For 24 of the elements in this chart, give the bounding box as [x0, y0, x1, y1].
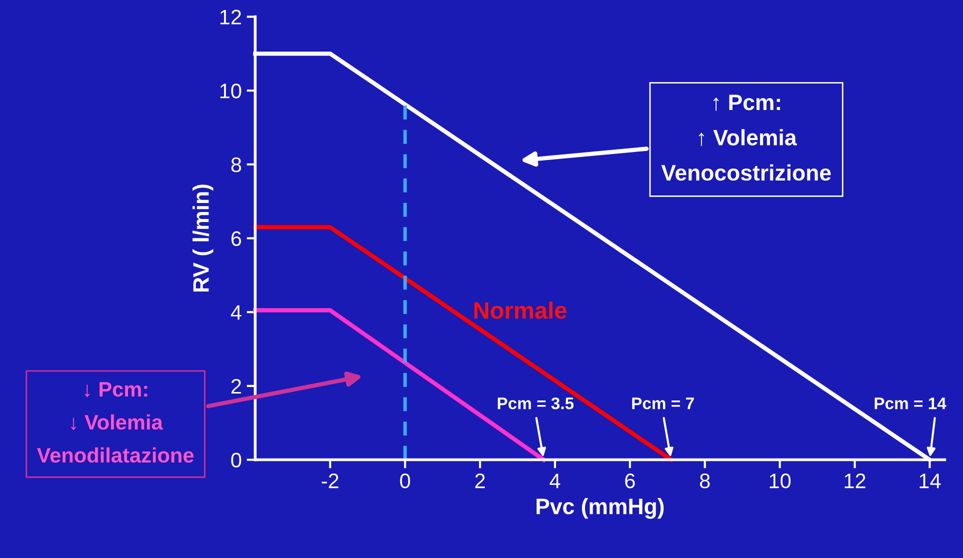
annotation: Pcm = 7: [632, 398, 694, 410]
x-tick-label: 6: [625, 474, 635, 488]
x-tick-label: 2: [475, 474, 485, 488]
x-tick-label: 4: [550, 474, 560, 488]
y-tick-label: 2: [231, 378, 241, 394]
y-tick-label: 12: [220, 10, 241, 24]
x-tick-label: 10: [770, 474, 791, 488]
x-tick-label: 0: [400, 474, 410, 488]
x-tick-label: 12: [844, 474, 866, 488]
y-axis-title: RV ( l/min): [192, 184, 214, 292]
x-axis-title: Pvc (mmHg): [536, 498, 664, 519]
y-tick-label: 8: [231, 157, 242, 172]
x-tick-label: 8: [700, 474, 710, 488]
annotation: Normale: [474, 301, 566, 319]
y-tick-label: 10: [220, 84, 242, 98]
x-tick-label: 14: [920, 474, 941, 488]
text: ↓ Pcm: ↓ Volemia Venodilatazione: [36, 382, 194, 463]
annotation: Pcm = 3.5: [498, 397, 574, 410]
annotation: Pcm = 14: [874, 398, 946, 410]
y-tick-label: 6: [231, 231, 242, 246]
x-tick-label: -2: [322, 474, 338, 488]
y-tick-label: 0: [231, 452, 242, 468]
y-tick-label: 4: [230, 305, 242, 320]
annotation: ↑ Pcm: ↑ Volemia Venocostrizione: [661, 94, 831, 181]
